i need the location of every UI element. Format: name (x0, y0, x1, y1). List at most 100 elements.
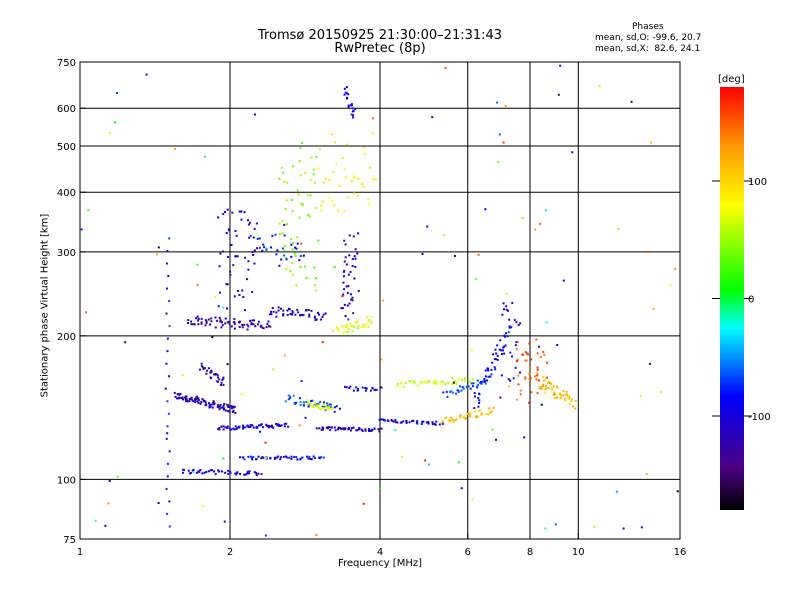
scatter-point (326, 402, 329, 405)
scatter-point (400, 421, 403, 424)
scatter-point (261, 326, 264, 329)
scatter-point (290, 255, 293, 258)
scatter-point (285, 199, 288, 202)
scatter-point (645, 473, 648, 476)
scatter-point (556, 396, 559, 399)
scatter-point (516, 358, 519, 361)
scatter-point (278, 177, 281, 180)
scatter-point (470, 349, 473, 352)
scatter-point (290, 198, 293, 201)
scatter-point (416, 384, 419, 387)
scatter-point (218, 378, 221, 381)
scatter-point (325, 407, 328, 410)
scatter-point (188, 400, 191, 403)
scatter-point (562, 389, 565, 392)
scatter-point (203, 367, 206, 370)
scatter-point (224, 426, 227, 429)
scatter-point (277, 309, 280, 312)
scatter-point (554, 523, 557, 526)
scatter-point (494, 348, 497, 351)
scatter-point (250, 322, 253, 325)
scatter-point (157, 501, 160, 504)
scatter-point (216, 376, 219, 379)
scatter-point (223, 520, 226, 523)
scatter-point (350, 113, 353, 116)
scatter-point (489, 412, 492, 415)
scatter-point (306, 403, 309, 406)
scatter-point (539, 355, 542, 358)
scatter-point (557, 93, 560, 96)
scatter-point (473, 395, 476, 398)
scatter-point (345, 386, 348, 389)
scatter-point (165, 487, 168, 490)
scatter-point (502, 346, 505, 349)
scatter-point (299, 254, 302, 257)
scatter-point (554, 396, 557, 399)
scatter-point (166, 287, 169, 290)
scatter-point (229, 470, 232, 473)
scatter-point (196, 315, 199, 318)
scatter-point (345, 324, 348, 327)
scatter-point (329, 428, 332, 431)
scatter-point (196, 263, 199, 266)
scatter-point (208, 402, 211, 405)
scatter-point (380, 386, 383, 389)
scatter-point (243, 458, 246, 461)
scatter-point (309, 194, 312, 197)
scatter-point (195, 317, 198, 320)
scatter-point (553, 393, 556, 396)
scatter-point (197, 397, 200, 400)
scatter-point (483, 377, 486, 380)
scatter-point (201, 472, 204, 475)
scatter-point (168, 450, 171, 453)
scatter-point (469, 413, 472, 416)
scatter-point (200, 322, 203, 325)
scatter-point (168, 500, 171, 503)
scatter-point (478, 392, 481, 395)
scatter-point (381, 299, 384, 302)
scatter-point (669, 283, 672, 286)
scatter-point (164, 387, 167, 390)
scatter-point (548, 380, 551, 383)
scatter-point (392, 420, 395, 423)
scatter-point (469, 387, 472, 390)
scatter-point (275, 311, 278, 314)
scatter-point (548, 382, 551, 385)
scatter-point (226, 255, 229, 258)
scatter-point (355, 429, 358, 432)
scatter-point (344, 256, 347, 259)
scatter-point (222, 457, 225, 460)
scatter-point (300, 242, 303, 245)
scatter-point (203, 155, 206, 158)
scatter-point (267, 325, 270, 328)
scatter-point (259, 430, 262, 433)
scatter-point (356, 429, 359, 432)
scatter-point (304, 172, 307, 175)
scatter-point (452, 391, 455, 394)
scatter-point (276, 249, 279, 252)
scatter-point (272, 426, 275, 429)
scatter-point (484, 412, 487, 415)
scatter-point (343, 87, 346, 90)
scatter-point (283, 249, 286, 252)
scatter-point (347, 328, 350, 331)
chart-title-line1: Tromsø 20150925 21:30:00–21:31:43 (257, 28, 503, 43)
scatter-point (352, 426, 355, 429)
scatter-point (179, 392, 182, 395)
scatter-point (308, 315, 311, 318)
scatter-point (544, 384, 547, 387)
scatter-point (242, 426, 245, 429)
scatter-point (322, 401, 325, 404)
scatter-point (411, 419, 414, 422)
scatter-point (500, 374, 503, 377)
phases-heading: Phases (632, 22, 664, 32)
scatter-point (277, 455, 280, 458)
scatter-point (208, 405, 211, 408)
scatter-point (269, 325, 272, 328)
scatter-point (249, 319, 252, 322)
scatter-point (290, 243, 293, 246)
scatter-point (378, 430, 381, 433)
scatter-point (507, 385, 510, 388)
scatter-point (267, 424, 270, 427)
scatter-point (277, 306, 280, 309)
